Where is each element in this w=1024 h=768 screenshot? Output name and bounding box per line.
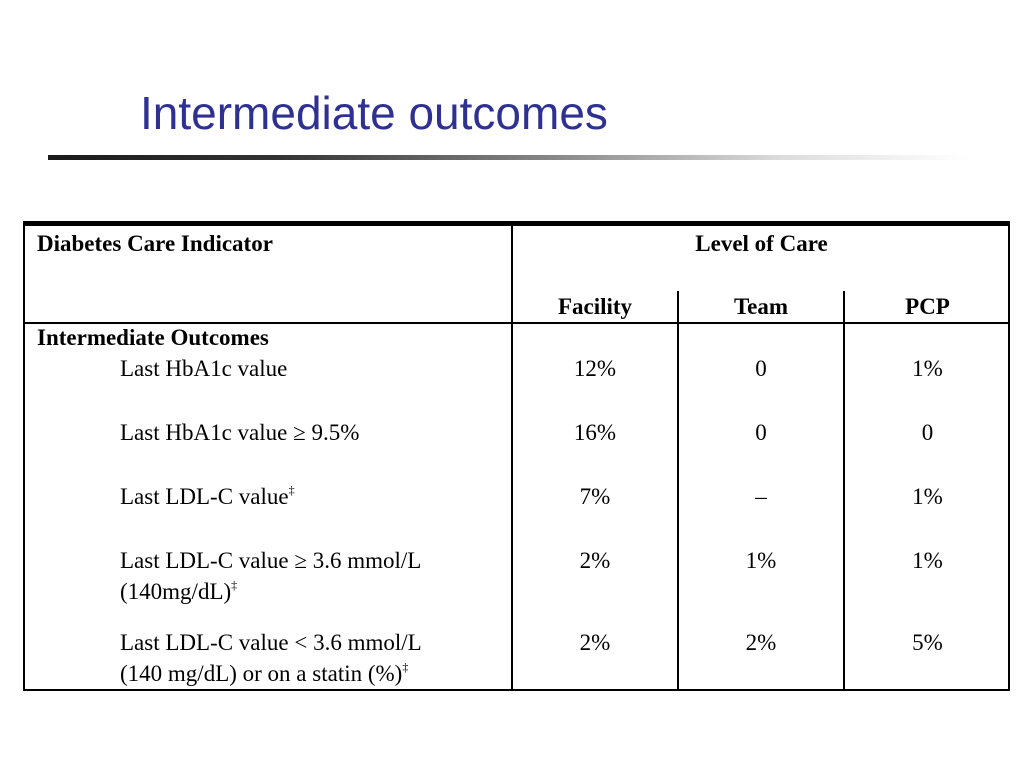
header-bottom-border xyxy=(25,322,1010,324)
slide-title: Intermediate outcomes xyxy=(140,87,608,139)
row-label: Last LDL-C value‡ xyxy=(120,483,295,509)
value-facility: 2% xyxy=(579,630,611,655)
header-indicator: Diabetes Care Indicator xyxy=(37,231,273,256)
double-dagger-footnote-mark: ‡ xyxy=(402,660,409,674)
header-facility: Facility xyxy=(557,294,633,319)
value-facility: 7% xyxy=(579,484,611,509)
value-pcp: 1% xyxy=(912,484,943,509)
section-label: Intermediate Outcomes xyxy=(37,325,269,350)
value-team: 0 xyxy=(755,356,767,381)
double-dagger-footnote-mark: ‡ xyxy=(231,578,238,592)
header-team: Team xyxy=(733,294,789,319)
value-team: – xyxy=(755,484,767,509)
value-team: 1% xyxy=(745,548,777,573)
value-facility: 12% xyxy=(573,356,617,381)
outcomes-table: Diabetes Care Indicator Level of Care Fa… xyxy=(23,221,1010,691)
value-facility: 2% xyxy=(579,548,611,573)
row-label: Last LDL-C value < 3.6 mmol/L (140 mg/dL)… xyxy=(120,630,422,686)
column-divider-facility xyxy=(677,291,679,691)
double-dagger-footnote-mark: ‡ xyxy=(288,483,295,497)
row-label: Last HbA1c value xyxy=(120,356,288,381)
row-label: Last HbA1c value ≥ 9.5% xyxy=(120,420,360,445)
column-divider-team xyxy=(843,291,845,691)
column-divider-indicator xyxy=(511,226,513,691)
header-level-of-care: Level of Care xyxy=(695,231,828,256)
value-facility: 16% xyxy=(573,420,617,445)
header-pcp: PCP xyxy=(905,294,950,319)
value-team: 2% xyxy=(745,630,777,655)
value-pcp: 0 xyxy=(921,420,934,445)
value-pcp: 1% xyxy=(912,548,943,573)
value-pcp: 5% xyxy=(912,630,943,655)
value-team: 0 xyxy=(755,420,767,445)
row-label: Last LDL-C value ≥ 3.6 mmol/L (140mg/dL)‡ xyxy=(120,548,422,604)
title-underline xyxy=(48,155,968,160)
value-pcp: 1% xyxy=(912,356,943,381)
